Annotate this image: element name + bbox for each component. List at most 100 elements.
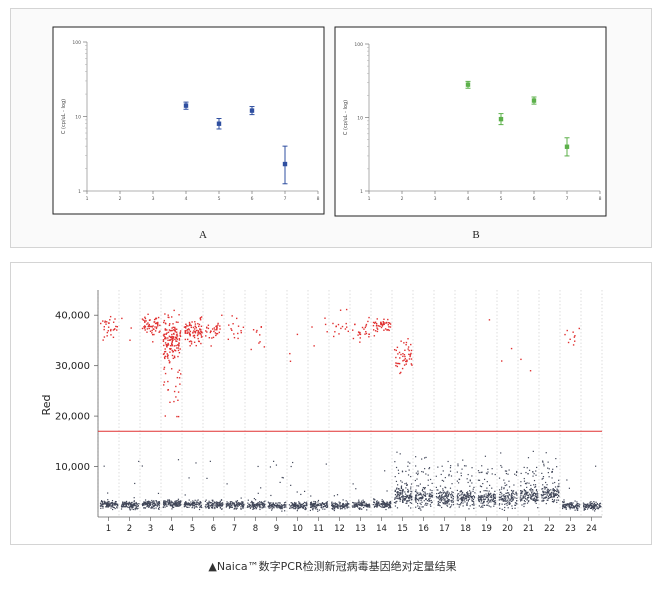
droplet (211, 504, 213, 506)
droplet (471, 482, 473, 484)
droplet (493, 493, 495, 495)
droplet (377, 325, 380, 327)
droplet (269, 505, 272, 507)
droplet (302, 507, 304, 509)
droplet (154, 330, 157, 332)
droplet (278, 504, 280, 506)
droplet (264, 500, 266, 502)
droplet (599, 506, 601, 508)
droplet (175, 502, 177, 504)
droplet (382, 502, 384, 504)
droplet (373, 506, 376, 508)
droplet (486, 501, 488, 503)
droplet (460, 491, 462, 493)
droplet (542, 490, 544, 492)
droplet (511, 495, 513, 497)
droplet (373, 498, 375, 500)
droplet (396, 365, 399, 368)
droplet (225, 506, 227, 508)
negative-droplets (372, 470, 392, 511)
droplet (267, 505, 269, 507)
droplet (415, 494, 417, 496)
droplet (457, 465, 459, 467)
x-tick-label: 16 (418, 524, 429, 534)
droplet (483, 499, 485, 501)
droplet (402, 489, 404, 491)
droplet (501, 486, 503, 488)
droplet (206, 331, 208, 333)
droplet (450, 496, 452, 498)
droplet (153, 504, 156, 507)
droplet (421, 458, 423, 460)
droplet (499, 507, 501, 510)
droplet (278, 507, 280, 509)
well-9 (267, 460, 287, 512)
droplet (259, 502, 261, 504)
droplet (524, 482, 527, 485)
droplet (566, 503, 568, 505)
droplet (185, 503, 188, 505)
droplet (158, 504, 160, 507)
x-tick-label: 3 (152, 196, 155, 202)
droplet (170, 329, 172, 332)
droplet (576, 506, 578, 508)
droplet (405, 495, 407, 498)
droplet (299, 506, 301, 508)
droplet (164, 357, 166, 360)
droplet (377, 503, 379, 505)
droplet (589, 507, 592, 510)
droplet (526, 467, 528, 469)
droplet (534, 501, 536, 503)
droplet (422, 506, 424, 508)
droplet (317, 501, 319, 503)
droplet (240, 506, 242, 508)
droplet (381, 500, 383, 503)
droplet (152, 503, 154, 506)
droplet (263, 503, 265, 505)
droplet (551, 496, 553, 498)
droplet (533, 473, 535, 475)
droplet (546, 489, 548, 491)
droplet (289, 352, 291, 355)
droplet (397, 495, 399, 497)
droplet (483, 494, 485, 496)
droplet (593, 502, 595, 504)
droplet (241, 502, 243, 504)
droplet (448, 493, 450, 496)
droplet (593, 506, 595, 508)
droplet (481, 496, 483, 498)
droplet (263, 505, 265, 507)
droplet (193, 334, 195, 337)
droplet (187, 502, 189, 504)
droplet (505, 472, 508, 475)
droplet (362, 502, 364, 504)
droplet (584, 506, 587, 508)
droplet (110, 334, 112, 336)
droplet (146, 503, 149, 506)
droplet (186, 506, 188, 508)
negative-droplets (288, 461, 308, 512)
negative-droplets (456, 459, 476, 510)
droplet (542, 476, 545, 478)
droplet (507, 492, 509, 494)
droplet (399, 492, 401, 494)
droplet (510, 497, 512, 499)
droplet (376, 500, 378, 502)
droplet (396, 488, 398, 490)
droplet (546, 484, 548, 486)
droplet (365, 504, 367, 506)
droplet (452, 497, 454, 499)
droplet (419, 492, 421, 494)
droplet (594, 504, 597, 506)
droplet (178, 502, 181, 504)
droplet (326, 506, 329, 508)
droplet (333, 506, 335, 508)
droplet (457, 463, 459, 465)
data-point (564, 137, 570, 157)
x-tick-label: 6 (533, 196, 536, 202)
droplet (504, 506, 506, 509)
droplet (229, 503, 232, 505)
droplet (218, 503, 220, 506)
droplet (164, 348, 166, 350)
droplet (257, 492, 259, 494)
